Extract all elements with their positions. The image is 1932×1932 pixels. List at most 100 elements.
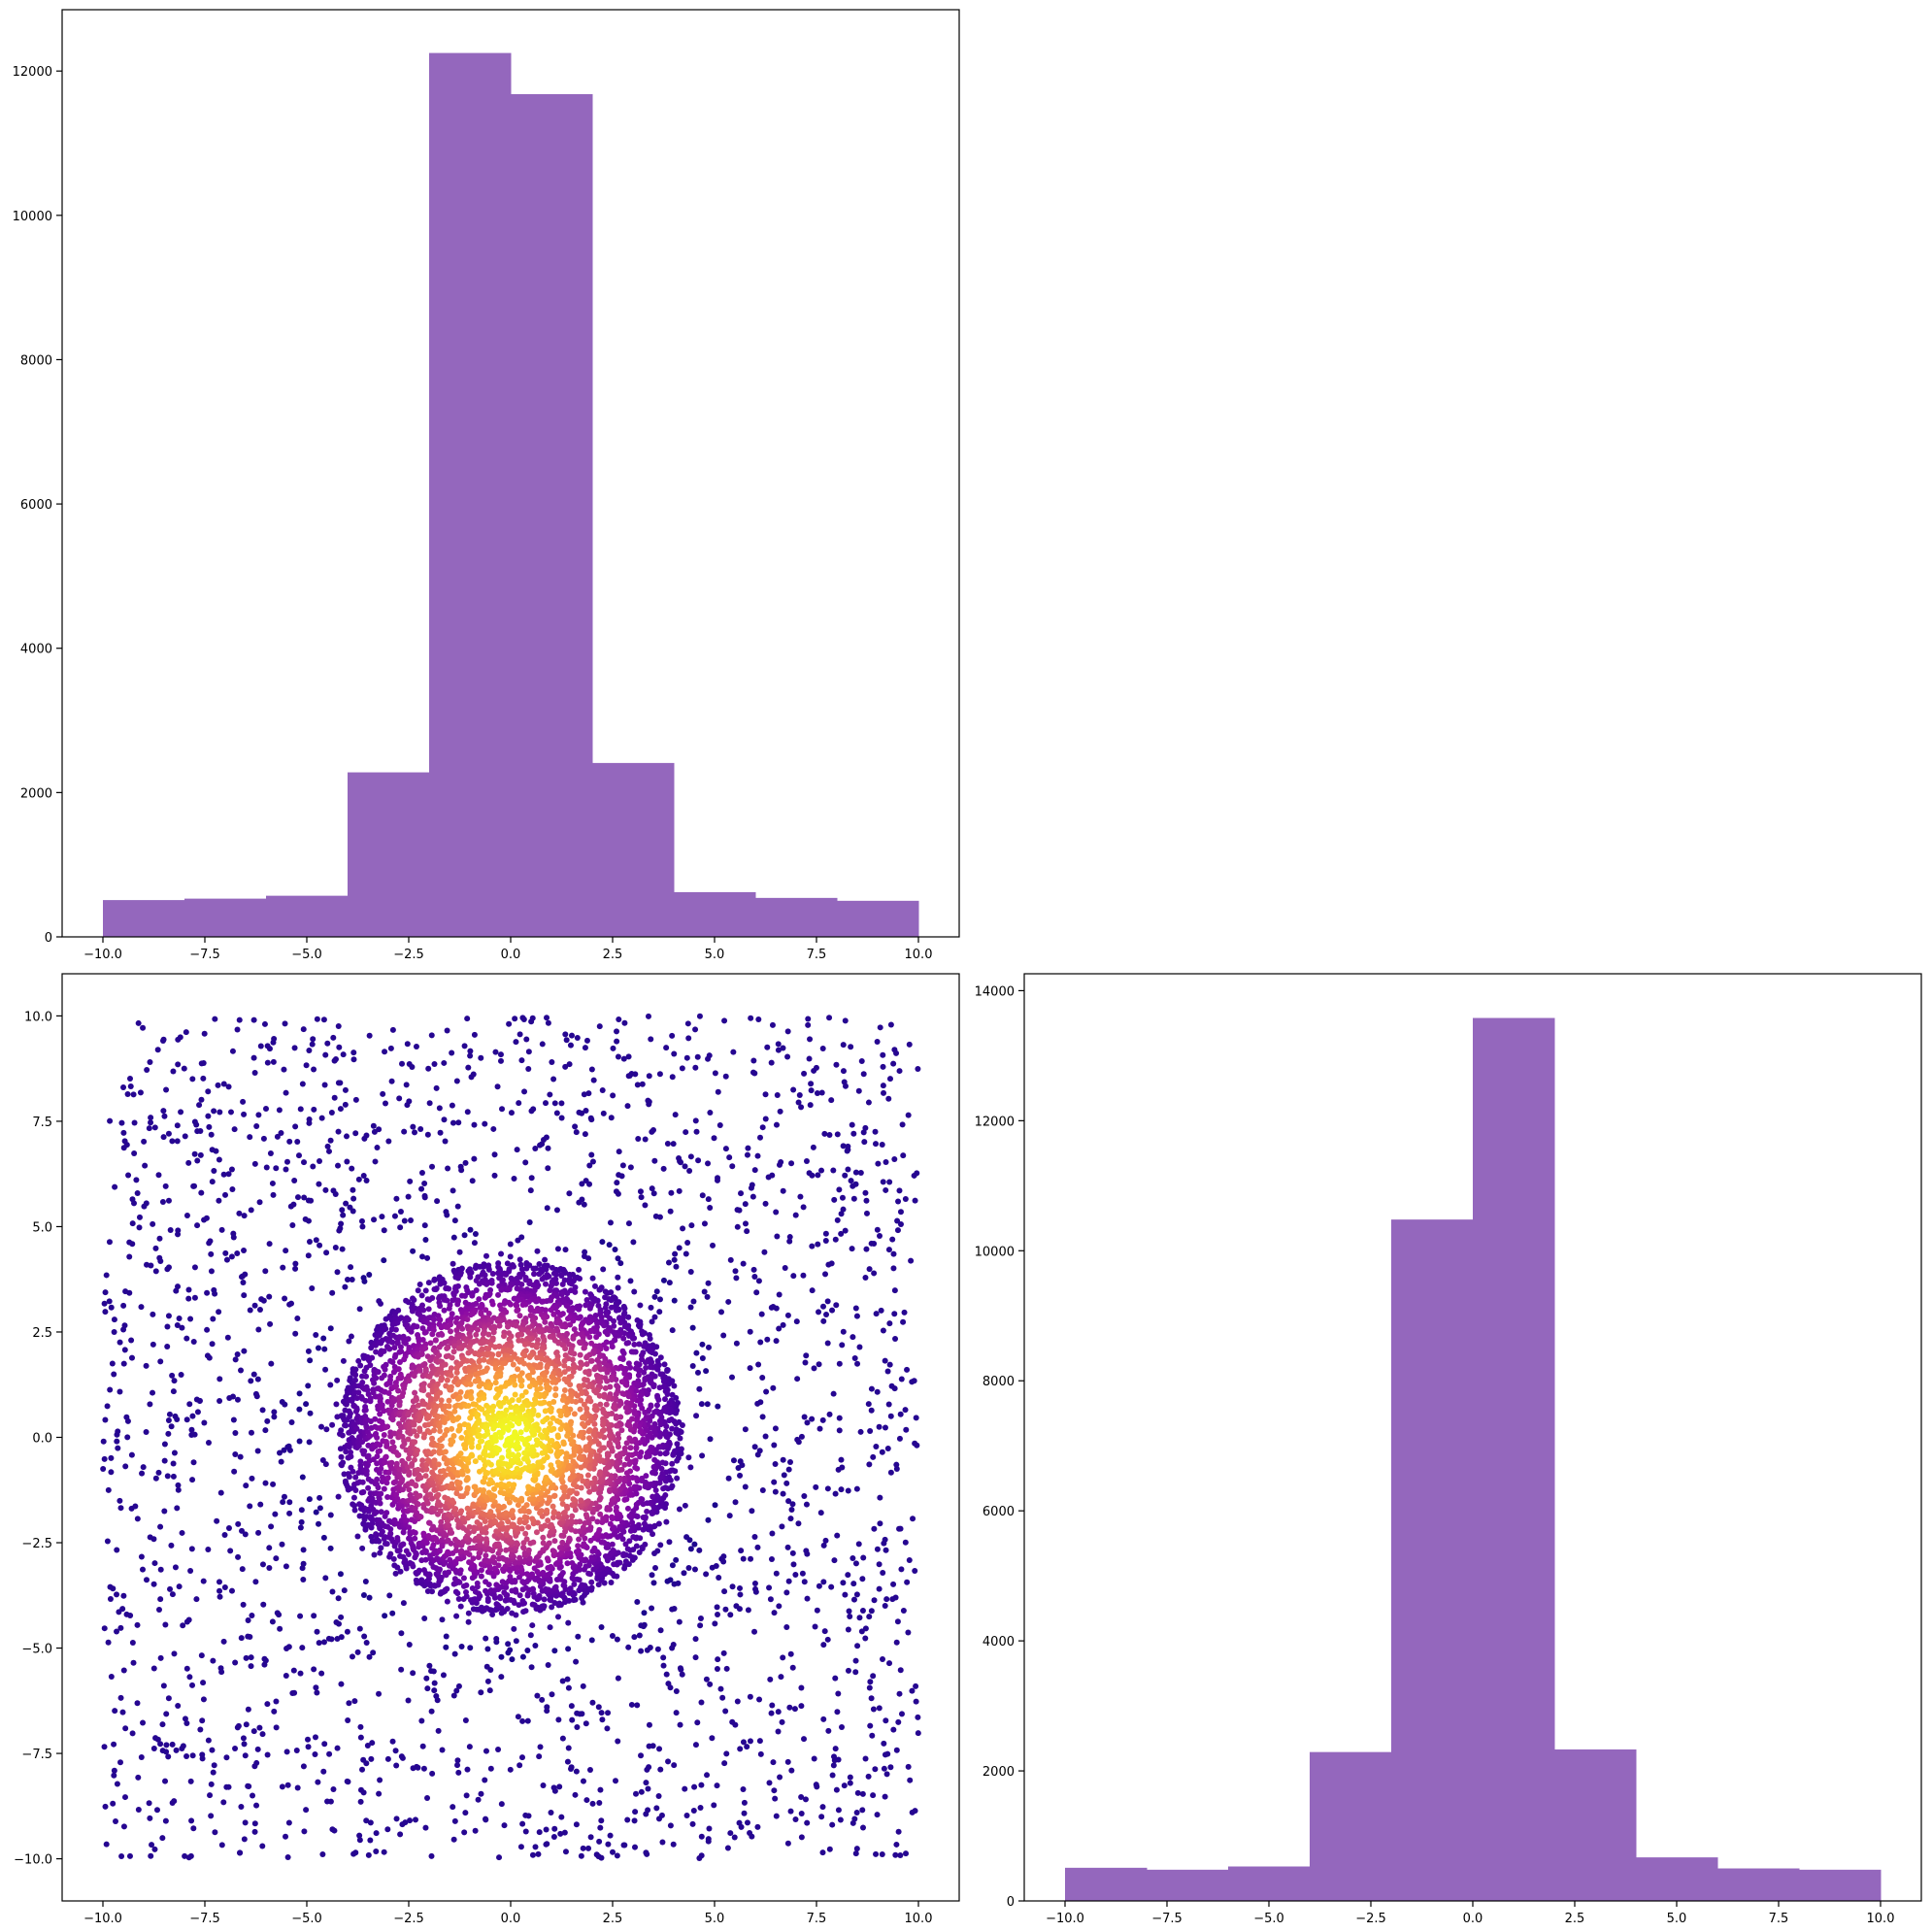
scatter-point <box>114 1628 120 1635</box>
scatter-point <box>516 1100 522 1107</box>
scatter-point <box>663 1671 670 1678</box>
scatter-point <box>612 1246 618 1252</box>
scatter-point <box>303 1062 310 1069</box>
scatter-point <box>241 1292 248 1299</box>
scatter-point <box>591 1545 598 1551</box>
scatter-point <box>798 1104 805 1111</box>
scatter-point <box>647 1645 653 1651</box>
scatter-point <box>564 1560 571 1567</box>
scatter-point <box>732 1499 739 1506</box>
scatter-point <box>534 1248 541 1254</box>
scatter-point <box>705 1055 712 1062</box>
scatter-point <box>340 1051 347 1058</box>
scatter-point <box>381 1348 387 1354</box>
scatter-point <box>705 1344 712 1350</box>
scatter-point <box>528 1018 535 1025</box>
scatter-point <box>754 1823 761 1830</box>
scatter-point <box>165 1313 172 1319</box>
scatter-point <box>172 1564 179 1571</box>
scatter-point <box>191 1183 198 1189</box>
scatter-point <box>183 1719 190 1726</box>
scatter-point <box>589 1158 596 1165</box>
scatter-point <box>412 1389 418 1396</box>
scatter-point <box>775 1041 782 1048</box>
scatter-point <box>286 1510 293 1516</box>
scatter-point <box>565 1316 572 1322</box>
scatter-point <box>415 1501 421 1508</box>
scatter-point <box>872 1141 879 1148</box>
scatter-point <box>339 1432 346 1439</box>
scatter-point <box>471 1031 478 1038</box>
scatter-point <box>114 1591 120 1598</box>
scatter-point <box>519 1717 526 1724</box>
scatter-point <box>171 1798 178 1805</box>
scatter-point <box>639 1081 646 1087</box>
scatter-point <box>698 1782 705 1788</box>
scatter-point <box>643 1780 650 1786</box>
scatter-point <box>350 1195 357 1202</box>
scatter-point <box>329 1588 336 1595</box>
scatter-point <box>832 1236 839 1243</box>
scatter-point <box>397 1831 404 1838</box>
scatter-point <box>401 1217 408 1224</box>
x-tick-label: 5.0 <box>705 948 725 962</box>
scatter-point <box>171 1449 178 1456</box>
scatter-point <box>387 1526 394 1533</box>
scatter-point <box>776 1291 783 1298</box>
scatter-point <box>540 1782 547 1788</box>
scatter-point <box>582 1249 588 1255</box>
scatter-point <box>337 1080 344 1086</box>
scatter-point <box>241 1741 248 1748</box>
scatter-point <box>724 1845 731 1851</box>
scatter-point <box>349 1653 355 1660</box>
scatter-point <box>191 1264 198 1271</box>
scatter-point <box>157 1566 164 1573</box>
scatter-point <box>412 1535 418 1542</box>
scatter-point <box>714 1604 720 1611</box>
scatter-point <box>861 1139 868 1146</box>
scatter-point <box>362 1397 369 1404</box>
scatter-point <box>629 1524 636 1531</box>
scatter-point <box>450 1234 457 1241</box>
scatter-point <box>866 1461 873 1468</box>
scatter-point <box>117 1497 123 1504</box>
scatter-point <box>247 1134 253 1141</box>
scatter-point <box>517 1844 524 1850</box>
scatter-point <box>217 1398 223 1405</box>
scatter-point <box>365 1484 372 1491</box>
scatter-point <box>463 1588 470 1595</box>
scatter-point <box>802 1359 809 1366</box>
scatter-point <box>613 1415 619 1421</box>
scatter-point <box>164 1473 171 1480</box>
scatter-point <box>771 1610 778 1616</box>
scatter-point <box>842 1227 849 1234</box>
scatter-panel: −10.0 −7.5 −5.0 −2.5 0.0 2.5 5.0 7.5 10.0−10.0−7… <box>14 973 960 1926</box>
scatter-point <box>175 1231 182 1238</box>
scatter-point <box>389 1339 396 1346</box>
scatter-point <box>635 1136 642 1143</box>
scatter-point <box>114 1547 120 1553</box>
scatter-point <box>147 1401 153 1408</box>
scatter-point <box>562 1031 569 1038</box>
scatter-point <box>777 1108 783 1115</box>
scatter-point <box>235 1722 242 1729</box>
scatter-point <box>752 1585 759 1592</box>
scatter-point <box>535 1850 542 1857</box>
scatter-point <box>390 1444 397 1450</box>
scatter-point <box>262 1427 269 1434</box>
scatter-point <box>556 1600 563 1607</box>
scatter-point <box>179 1324 185 1331</box>
scatter-point <box>780 1187 786 1194</box>
scatter-point <box>228 1166 235 1173</box>
scatter-point <box>656 1309 663 1316</box>
scatter-point <box>834 1216 841 1223</box>
scatter-point <box>483 1663 490 1670</box>
scatter-point <box>128 1337 135 1344</box>
histogram-bar <box>266 895 349 937</box>
scatter-point <box>447 1556 453 1563</box>
scatter-point <box>798 1793 805 1800</box>
scatter-point <box>389 1738 396 1745</box>
scatter-point <box>450 1836 457 1843</box>
scatter-point <box>566 1589 573 1596</box>
scatter-point <box>306 1439 313 1446</box>
